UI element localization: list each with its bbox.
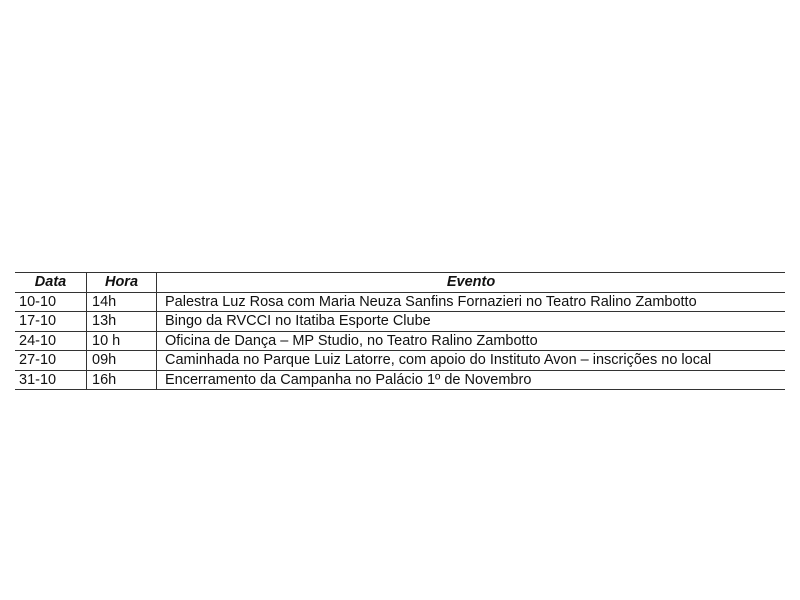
cell-time: 09h [86, 350, 157, 371]
header-evento: Evento [156, 272, 785, 293]
cell-time: 16h [86, 369, 157, 390]
cell-event: Encerramento da Campanha no Palácio 1º d… [156, 369, 785, 390]
header-data: Data [15, 272, 87, 293]
table-row: 31-10 16h Encerramento da Campanha no Pa… [15, 369, 785, 390]
cell-date: 10-10 [15, 291, 87, 312]
header-hora: Hora [86, 272, 157, 293]
table-row: 27-10 09h Caminhada no Parque Luiz Lator… [15, 350, 785, 371]
cell-event: Caminhada no Parque Luiz Latorre, com ap… [156, 350, 785, 371]
cell-time: 13h [86, 311, 157, 332]
cell-event: Palestra Luz Rosa com Maria Neuza Sanfin… [156, 291, 785, 312]
cell-date: 31-10 [15, 369, 87, 390]
cell-event: Bingo da RVCCI no Itatiba Esporte Clube [156, 311, 785, 332]
table-row: 17-10 13h Bingo da RVCCI no Itatiba Espo… [15, 311, 785, 332]
table-row: 24-10 10 h Oficina de Dança – MP Studio,… [15, 330, 785, 351]
cell-time: 10 h [86, 330, 157, 351]
cell-date: 24-10 [15, 330, 87, 351]
events-table: Data Hora Evento 10-10 14h Palestra Luz … [15, 272, 785, 390]
cell-date: 27-10 [15, 350, 87, 371]
cell-time: 14h [86, 291, 157, 312]
table-row: 10-10 14h Palestra Luz Rosa com Maria Ne… [15, 291, 785, 312]
cell-event: Oficina de Dança – MP Studio, no Teatro … [156, 330, 785, 351]
table-header-row: Data Hora Evento [15, 272, 785, 293]
cell-date: 17-10 [15, 311, 87, 332]
